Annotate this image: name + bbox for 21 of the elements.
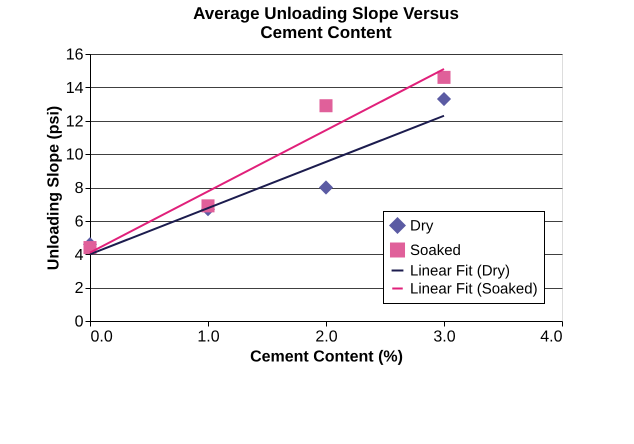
y-tick-label: 14 (66, 80, 84, 97)
legend-label: Dry (410, 218, 434, 234)
legend-label: Linear Fit (Dry) (410, 262, 510, 280)
y-tick-label: 4 (74, 246, 84, 264)
x-tick-label: 0.0 (90, 328, 113, 346)
x-tick-label: 2.0 (315, 328, 338, 346)
x-tick-label: 3.0 (433, 328, 456, 346)
legend-label: Linear Fit (Soaked) (410, 280, 538, 298)
x-axis-title: Cement Content (%) (250, 348, 403, 366)
y-tick-label: 16 (66, 46, 84, 64)
y-tick-label: 10 (66, 146, 84, 164)
y-tick-label: 0 (74, 314, 84, 330)
y-tick-label: 6 (74, 213, 84, 230)
y-tick-label: 2 (74, 280, 84, 298)
y-tick-label: 12 (66, 113, 84, 130)
y-tick-label: 8 (74, 180, 84, 197)
y-axis-title: Unloading Slope (psi) (46, 106, 63, 270)
x-tick-label: 1.0 (197, 328, 220, 346)
x-tick-label: 4.0 (540, 328, 563, 346)
legend-label: Soaked (410, 242, 461, 259)
chart-title: Average Unloading Slope Versus Cement Content (193, 4, 459, 42)
